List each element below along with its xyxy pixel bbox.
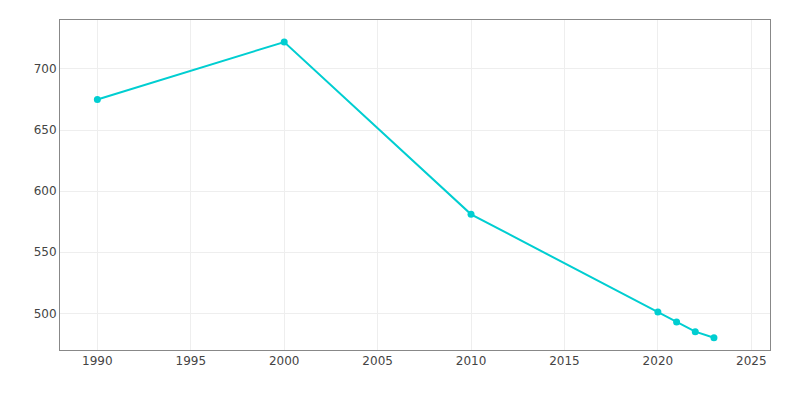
svg-text:550: 550 xyxy=(34,245,57,259)
svg-text:2015: 2015 xyxy=(549,354,580,368)
svg-text:2025: 2025 xyxy=(736,354,767,368)
svg-text:1990: 1990 xyxy=(82,354,113,368)
svg-text:700: 700 xyxy=(34,62,57,76)
svg-text:1995: 1995 xyxy=(176,354,207,368)
svg-text:650: 650 xyxy=(34,123,57,137)
svg-text:2005: 2005 xyxy=(362,354,393,368)
svg-text:2010: 2010 xyxy=(456,354,487,368)
svg-text:2020: 2020 xyxy=(643,354,674,368)
svg-text:2000: 2000 xyxy=(269,354,300,368)
svg-text:600: 600 xyxy=(34,184,57,198)
svg-text:500: 500 xyxy=(34,307,57,321)
